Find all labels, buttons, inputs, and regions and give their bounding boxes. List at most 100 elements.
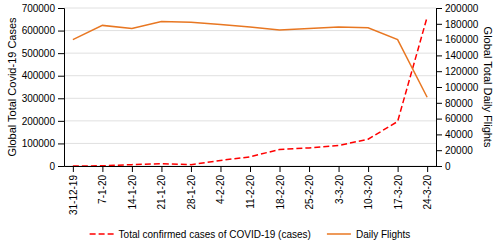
tick: 20000 [436,145,473,156]
tick-label: 100000 [445,82,479,93]
tick-mark [309,166,310,172]
tick: 60000 [436,113,473,124]
tick-mark [436,166,442,167]
tick-label: 25-2-20 [304,175,315,210]
tick-mark [427,166,428,172]
tick: 140000 [436,50,479,61]
x-axis: 31-12-197-1-2014-1-2021-1-2028-1-204-2-2… [65,166,437,215]
tick: 25-2-20 [304,166,315,209]
tick-label: 140000 [445,50,479,61]
tick: 180000 [436,19,479,30]
tick: 21-1-20 [156,166,167,209]
tick-label: 600000 [22,25,56,36]
tick: 100000 [436,82,479,93]
legend: Total confirmed cases of COVID-19 (cases… [90,229,411,240]
tick-mark [102,166,103,172]
tick: 17-3-20 [393,166,404,209]
tick-mark [250,166,251,172]
tick: 18-2-20 [275,166,286,209]
tick: 0 [49,161,64,172]
tick-label: 80000 [445,98,473,109]
tick-mark [436,8,442,9]
y2-axis: 0 20000 40000 60000 80000 100000 120000 140000 1… [436,3,479,172]
tick-label: 100000 [22,138,56,149]
tick: 24-3-20 [422,166,433,209]
tick: 10-3-20 [363,166,374,209]
tick-mark [436,150,442,151]
tick-mark [220,166,221,172]
y-axis: 0100000200000300000400000500000600000700… [22,3,65,172]
legend-label: Daily Flights [356,229,410,240]
tick-label: 24-3-20 [422,175,433,210]
tick-mark [436,87,442,88]
tick-label: 700000 [22,3,56,14]
tick: 200000 [22,116,64,127]
tick: 3-3-20 [334,166,345,204]
tick-label: 11-2-20 [245,175,256,209]
y-axis-title: Global Total Covid-19 Cases [6,17,18,157]
tick-label: 120000 [445,66,479,77]
tick: 31-12-19 [68,166,79,215]
tick-mark [191,166,192,172]
tick: 120000 [436,66,479,77]
tick: 600000 [22,25,64,36]
tick: 0 [436,161,451,172]
series-line [73,17,427,166]
tick-mark [398,166,399,172]
tick: 80000 [436,98,473,109]
grid-line [64,75,436,76]
tick-mark [73,166,74,172]
tick-label: 7-1-20 [97,175,108,204]
tick-mark [280,166,281,172]
legend-swatch [90,233,114,235]
tick-label: 0 [49,161,55,172]
tick-mark [436,134,442,135]
tick: 200000 [436,3,479,14]
tick-label: 18-2-20 [275,175,286,210]
tick-label: 60000 [445,113,473,124]
grid-line [64,30,436,31]
tick-label: 500000 [22,48,56,59]
tick-label: 28-1-20 [186,175,197,210]
tick: 500000 [22,48,64,59]
tick-label: 40000 [445,129,473,140]
lines [73,17,427,166]
tick: 11-2-20 [245,166,256,209]
tick: 7-1-20 [97,166,108,204]
tick: 700000 [22,3,64,14]
grid [64,8,436,166]
axis-line [58,9,65,167]
tick-mark [58,98,64,99]
tick-label: 14-1-20 [127,175,138,210]
tick-mark [436,71,442,72]
tick-label: 400000 [22,70,56,81]
tick-mark [58,121,64,122]
tick-mark [58,143,64,144]
legend-label: Total confirmed cases of COVID-19 (cases… [119,229,311,240]
tick-label: 20000 [445,145,473,156]
tick: 40000 [436,129,473,140]
chart: 31-12-197-1-2014-1-2021-1-2028-1-204-2-2… [0,0,500,242]
tick-label: 31-12-19 [68,175,79,215]
legend-swatch [327,233,351,235]
plot-area: 31-12-197-1-2014-1-2021-1-2028-1-204-2-2… [22,3,479,215]
tick-label: 10-3-20 [363,175,374,210]
tick-label: 200000 [22,116,56,127]
y2-axis-title: Global Total Daily Flights [482,27,494,148]
tick-mark [436,24,442,25]
tick: 100000 [22,138,64,149]
grid-line [64,98,436,99]
tick-mark [436,40,442,41]
tick: 160000 [436,34,479,45]
tick-mark [436,103,442,104]
tick-label: 17-3-20 [393,175,404,210]
legend-item: Total confirmed cases of COVID-19 (cases… [90,229,311,240]
legend-item: Daily Flights [327,229,410,240]
tick: 400000 [22,70,64,81]
tick: 28-1-20 [186,166,197,209]
tick-mark [368,166,369,172]
tick-mark [58,8,64,9]
tick-mark [436,119,442,120]
tick-mark [161,166,162,172]
tick-label: 3-3-20 [334,175,345,204]
